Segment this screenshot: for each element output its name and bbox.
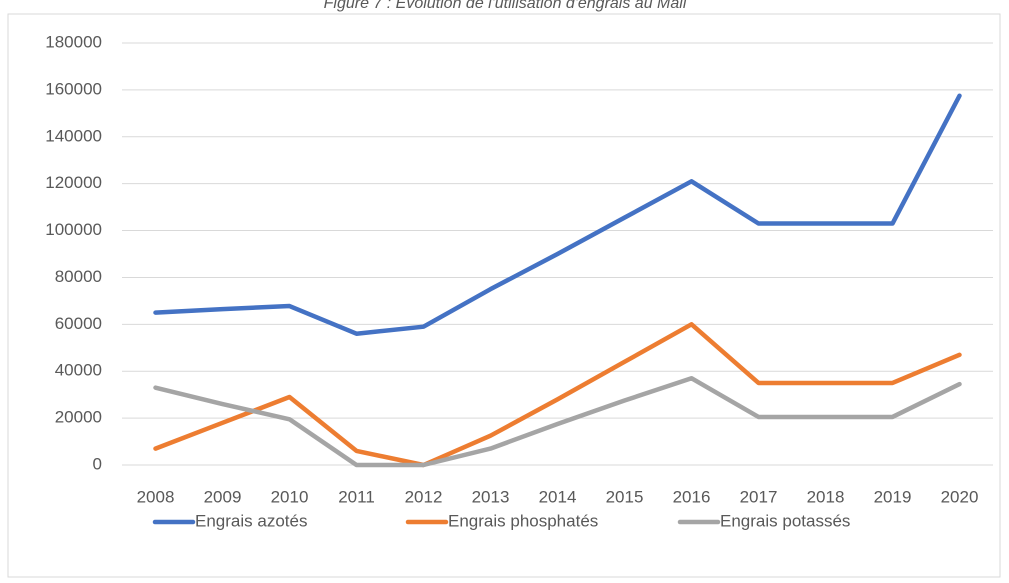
legend-label: Engrais azotés xyxy=(195,511,307,530)
chart-frame xyxy=(7,13,1001,578)
x-tick-label: 2008 xyxy=(137,487,175,506)
chart-title: Figure 7 : Evolution de l'utilisation d'… xyxy=(324,0,687,12)
x-tick-label: 2019 xyxy=(874,487,912,506)
x-tick-label: 2017 xyxy=(740,487,778,506)
y-tick-label: 80000 xyxy=(55,267,102,286)
x-tick-label: 2011 xyxy=(338,487,375,506)
x-tick-label: 2020 xyxy=(941,487,979,506)
x-tick-label: 2015 xyxy=(606,487,644,506)
legend-label: Engrais phosphatés xyxy=(448,511,598,530)
y-tick-label: 140000 xyxy=(45,126,102,145)
y-tick-label: 20000 xyxy=(55,408,102,427)
y-tick-label: 180000 xyxy=(45,32,102,51)
legend-label: Engrais potassés xyxy=(720,511,850,530)
x-tick-label: 2014 xyxy=(539,487,577,506)
x-tick-label: 2010 xyxy=(271,487,309,506)
y-tick-label: 160000 xyxy=(45,79,102,98)
x-tick-label: 2012 xyxy=(405,487,443,506)
x-tick-label: 2009 xyxy=(204,487,242,506)
series-line xyxy=(153,93,962,336)
y-tick-label: 60000 xyxy=(55,314,102,333)
y-tick-label: 40000 xyxy=(55,361,102,380)
x-tick-label: 2018 xyxy=(807,487,845,506)
series-line xyxy=(153,322,962,468)
y-tick-label: 120000 xyxy=(45,173,102,192)
y-tick-label: 0 xyxy=(93,454,102,473)
series-line xyxy=(153,376,962,468)
x-tick-label: 2013 xyxy=(472,487,510,506)
y-tick-label: 100000 xyxy=(45,220,102,239)
x-tick-label: 2016 xyxy=(673,487,711,506)
